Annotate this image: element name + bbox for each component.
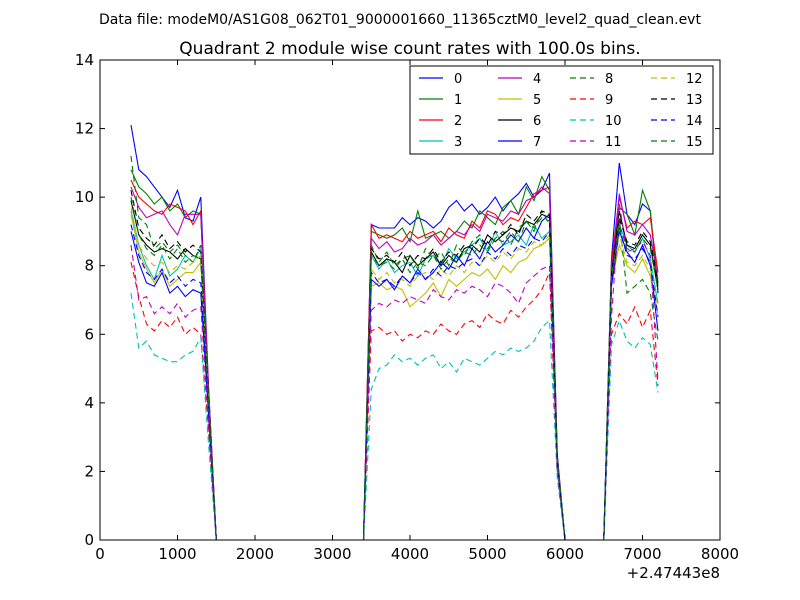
legend-label-4: 4 xyxy=(533,72,541,87)
y-tick-label: 2 xyxy=(84,462,94,480)
series-line-11 xyxy=(130,203,659,541)
series-line-13 xyxy=(130,190,659,541)
y-tick-label: 14 xyxy=(75,51,94,69)
y-tick-label: 4 xyxy=(84,394,94,412)
x-tick-label: 7000 xyxy=(623,545,661,563)
series-line-2 xyxy=(130,179,659,541)
x-tick-label: 3000 xyxy=(313,545,351,563)
x-tick-label: 5000 xyxy=(468,545,506,563)
legend-label-12: 12 xyxy=(686,72,703,87)
x-tick-label: 4000 xyxy=(391,545,429,563)
x-tick-label: 8000 xyxy=(701,545,739,563)
legend-label-9: 9 xyxy=(605,93,613,108)
legend-label-2: 2 xyxy=(454,114,462,129)
y-tick-label: 0 xyxy=(84,531,94,549)
legend-label-13: 13 xyxy=(686,93,703,108)
x-offset-label: +2.47443e8 xyxy=(627,564,720,582)
legend-label-10: 10 xyxy=(605,114,622,129)
legend-label-3: 3 xyxy=(454,135,462,150)
series-line-9 xyxy=(130,262,659,541)
legend-label-1: 1 xyxy=(454,93,462,108)
series-line-15 xyxy=(130,196,659,541)
x-tick-label: 0 xyxy=(95,545,105,563)
x-tick-label: 1000 xyxy=(158,545,196,563)
plot-lines xyxy=(130,125,659,541)
series-line-0 xyxy=(130,125,659,541)
legend-label-11: 11 xyxy=(605,135,622,150)
legend-label-0: 0 xyxy=(454,72,462,87)
legend-label-5: 5 xyxy=(533,93,541,108)
series-line-3 xyxy=(130,210,659,541)
series-line-4 xyxy=(130,186,659,541)
legend-label-7: 7 xyxy=(533,135,541,150)
x-tick-label: 2000 xyxy=(236,545,274,563)
y-tick-label: 10 xyxy=(75,188,94,206)
data-file-label: Data file: modeM0/AS1G08_062T01_90000016… xyxy=(99,12,701,28)
x-axis: 0 1000 2000 3000 4000 5000 6000 7000 8000 xyxy=(95,60,739,563)
series-line-8 xyxy=(130,155,659,541)
x-tick-label: 6000 xyxy=(546,545,584,563)
y-tick-label: 12 xyxy=(75,120,94,138)
y-tick-label: 6 xyxy=(84,325,94,343)
y-tick-label: 8 xyxy=(84,257,94,275)
legend-label-15: 15 xyxy=(686,135,703,150)
legend-label-14: 14 xyxy=(686,114,703,129)
legend-label-6: 6 xyxy=(533,114,541,129)
series-line-12 xyxy=(130,207,659,541)
legend-box xyxy=(409,65,714,155)
legend-label-8: 8 xyxy=(605,72,613,87)
chart-title: Quadrant 2 module wise count rates with … xyxy=(179,39,640,59)
